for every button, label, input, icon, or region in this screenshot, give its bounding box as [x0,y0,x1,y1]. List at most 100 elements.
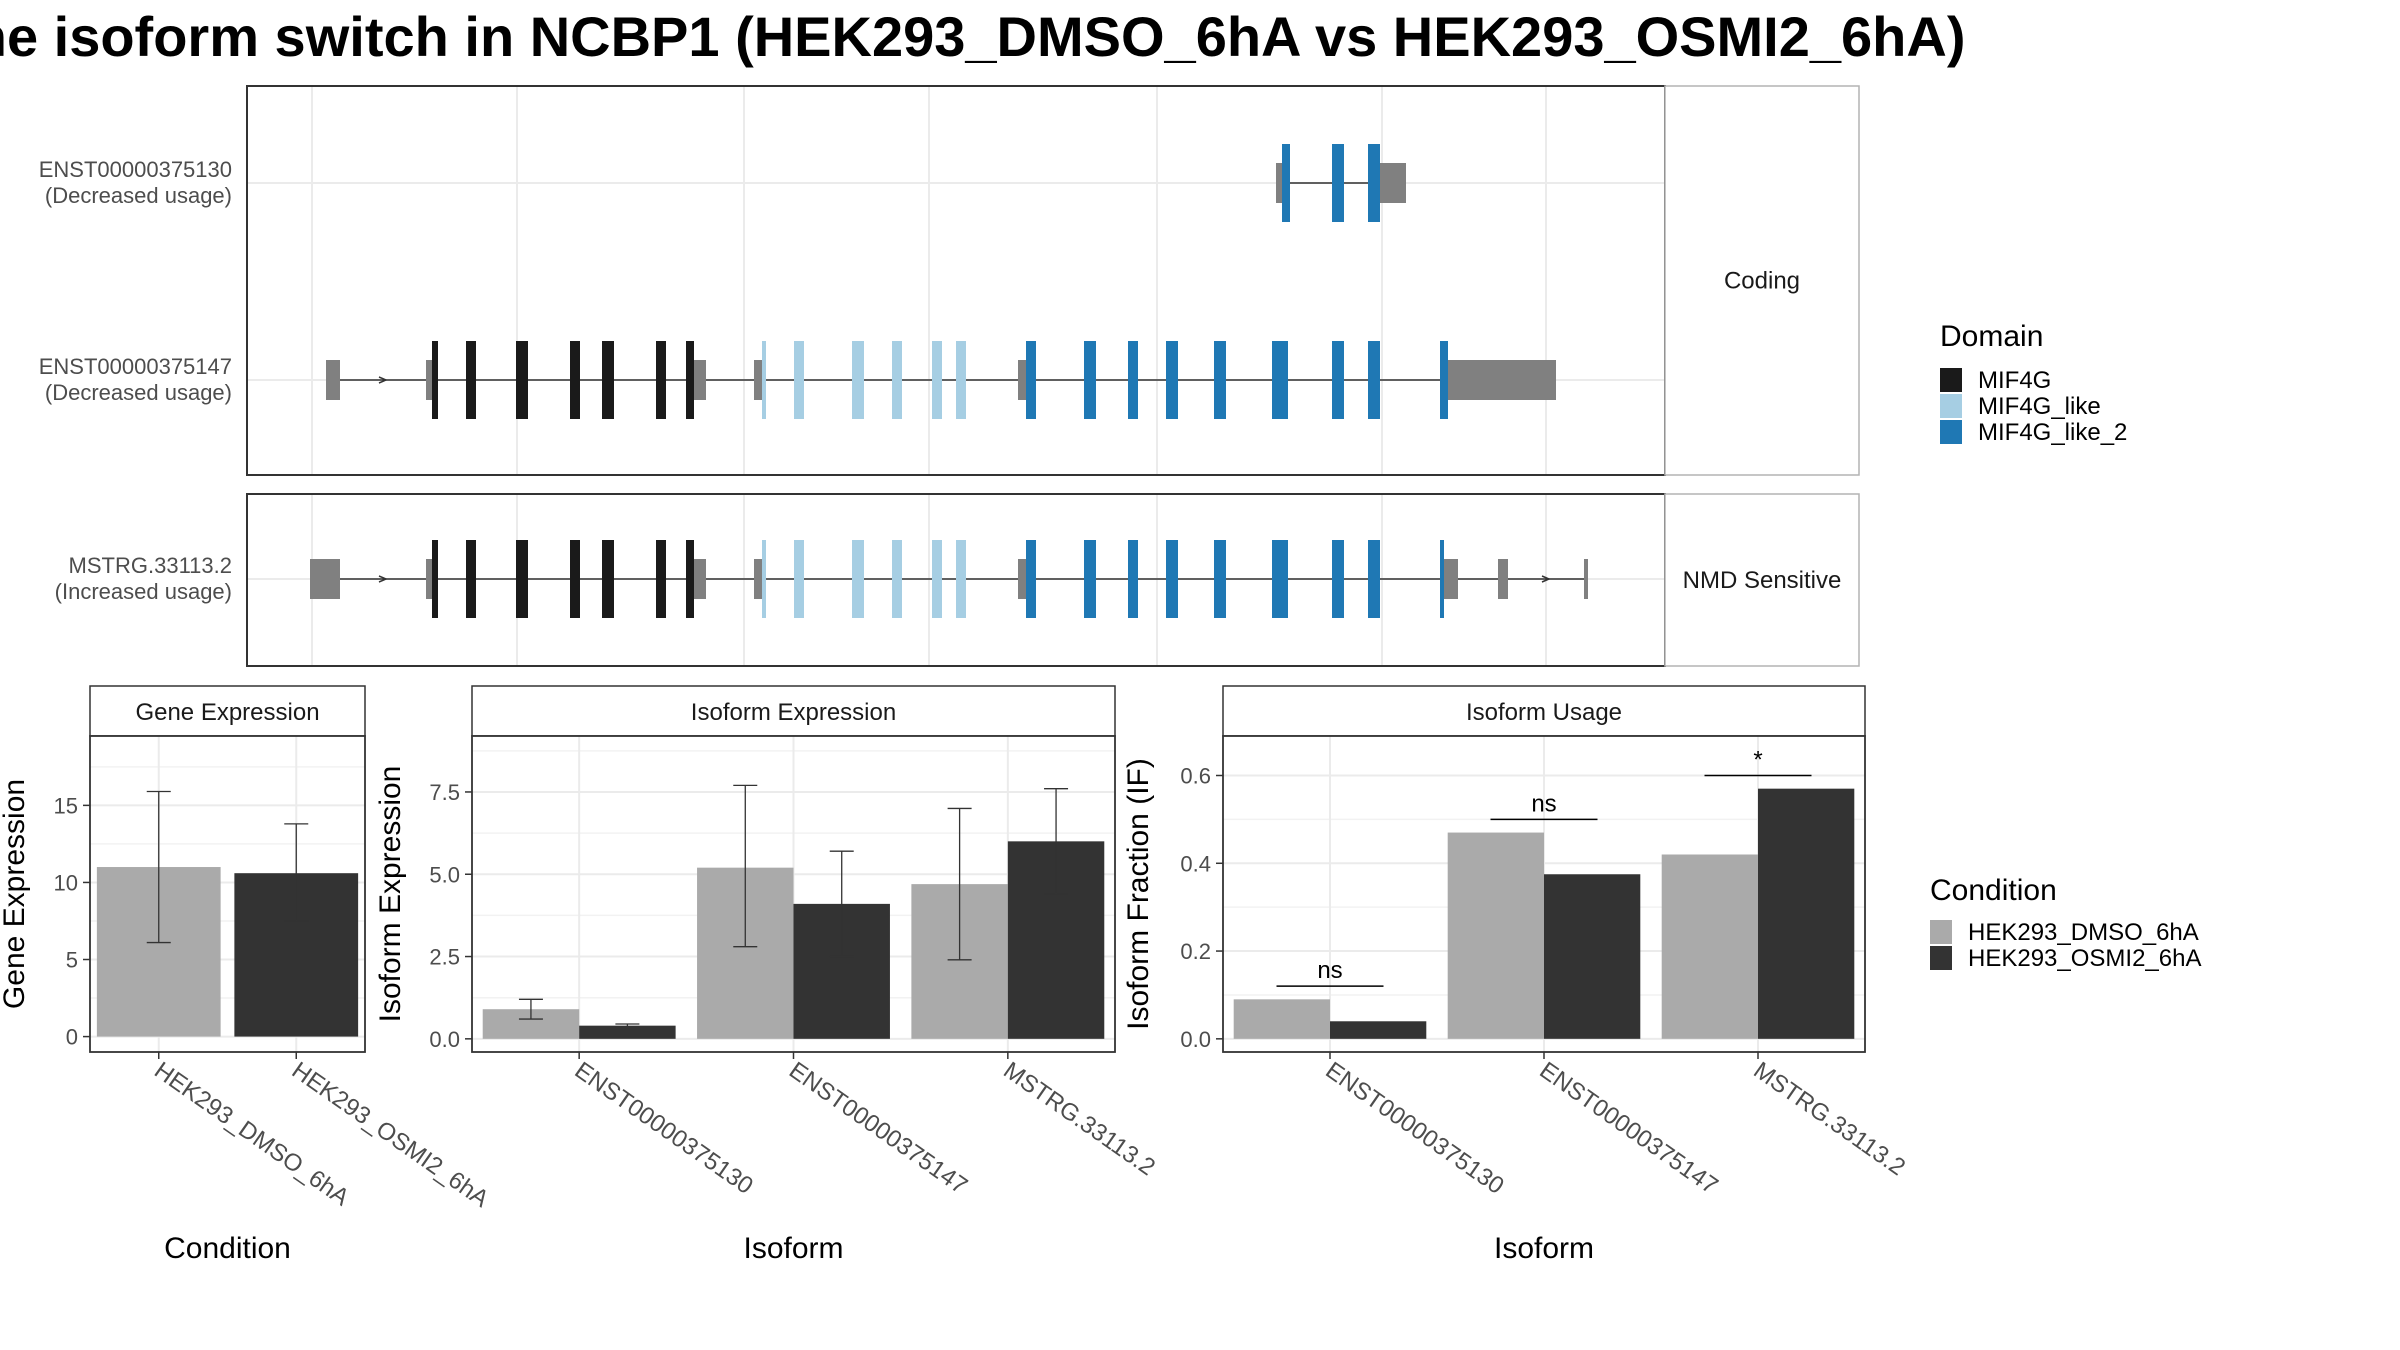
y-tick-label: 0 [66,1025,78,1050]
exon-mif4g [602,540,614,618]
exon-mif4g [432,341,438,419]
condition-legend-key [1930,946,1952,970]
strip-box [1664,493,1860,667]
bar-enst00000375147 [1447,832,1544,1039]
exon-mif4g [602,341,614,419]
exon-mif4g [466,540,476,618]
domain-legend-key [1940,394,1962,418]
x-axis-label: Condition [164,1232,291,1265]
exon-utr [426,360,432,400]
exon-mif4g-like-2 [1214,540,1226,618]
exon-mif4g-like [852,341,864,419]
exon-mif4g-like [932,540,942,618]
exon-utr [336,360,340,400]
bar-mstrg-33113-2 [1758,788,1855,1039]
exon-mif4g-like-2 [1368,540,1380,618]
error-bar [518,998,543,1020]
exon-utr [694,559,706,599]
exon-mif4g-like-2 [1332,540,1344,618]
exon-mif4g-like-2 [1332,144,1344,222]
exon-utr [1018,559,1026,599]
transcript-ENST00000375130: ENST00000375130(Decreased usage) [39,144,1406,222]
exon-mif4g-like [892,540,902,618]
exon-mif4g-like-2 [1128,341,1138,419]
exon-utr [1448,360,1456,400]
exon-utr [754,360,762,400]
error-bar [947,807,972,961]
domain-legend-key [1940,420,1962,444]
exon-mif4g [466,341,476,419]
exon-utr [1380,163,1390,203]
exon-utr [1018,360,1026,400]
exon-utr [336,559,340,599]
error-bar [733,784,758,948]
exon-utr [426,559,432,599]
exon-mif4g-like [956,341,966,419]
exon-mif4g-like-2 [1440,341,1448,419]
exon-mif4g-like [762,341,766,419]
y-tick-label: 7.5 [429,780,460,805]
direction-arrow [378,575,388,583]
y-tick-label: 2.5 [429,945,460,970]
bar-enst00000375130 [579,1025,676,1039]
y-tick-label: 0.0 [429,1027,460,1052]
x-axis-label: Isoform [1494,1232,1594,1265]
figure-title: The isoform switch in NCBP1 (HEK293_DMSO… [0,5,1965,68]
exon-utr [1444,559,1458,599]
panel-title: Isoform Usage [1466,699,1622,726]
transcript-label-id: ENST00000375147 [39,354,232,379]
domain-legend-label: MIF4G_like_2 [1978,419,2127,446]
y-tick-label: 5 [66,948,78,973]
y-tick-label: 5.0 [429,862,460,887]
exon-mif4g-like-2 [1282,144,1290,222]
exon-mif4g-like-2 [1128,540,1138,618]
exon-mif4g-like [794,540,804,618]
exon-utr [1498,559,1508,599]
condition-legend-key [1930,920,1952,944]
y-tick-label: 15 [54,793,78,818]
exon-mif4g [570,341,580,419]
bar-enst00000375130 [1330,1021,1427,1039]
exon-mif4g-like-2 [1166,540,1178,618]
error-bar [146,790,171,944]
direction-arrow [1541,575,1551,583]
exon-mif4g-like [794,341,804,419]
y-axis-label: Isoform Expression [374,766,407,1023]
exon-mif4g-like-2 [1166,341,1178,419]
strip-box [1664,85,1860,476]
error-bar [284,823,309,922]
exon-utr [326,360,336,400]
exon-mif4g-like-2 [1026,341,1036,419]
exon-mif4g [656,341,666,419]
exon-utr [694,360,706,400]
domain-legend-label: MIF4G [1978,367,2051,394]
panel-border [89,735,366,1053]
y-tick-label: 0.4 [1180,851,1211,876]
exon-mif4g-like [956,540,966,618]
transcript-ENST00000375147: ENST00000375147(Decreased usage) [39,341,1556,419]
exon-mif4g-like [932,341,942,419]
transcript-label-id: MSTRG.33113.2 [69,553,232,578]
structure-panel-1: ENST00000375130(Decreased usage)ENST0000… [39,85,1860,476]
exon-mif4g [686,540,694,618]
y-axis-label: Isoform Fraction (IF) [1122,758,1155,1030]
significance-label: * [1753,747,1762,774]
exon-mif4g [432,540,438,618]
exon-utr [1390,163,1406,203]
transcript-label-usage: (Increased usage) [55,579,232,604]
condition-legend-title: Condition [1930,874,2057,907]
exon-utr [1584,559,1588,599]
exon-utr [310,559,336,599]
exon-mif4g-like-2 [1368,144,1380,222]
condition-legend-label: HEK293_DMSO_6hA [1968,919,2199,946]
y-axis-label: Gene Expression [0,779,31,1009]
exon-utr [754,559,762,599]
exon-mif4g-like-2 [1026,540,1036,618]
error-bar [829,850,854,958]
strip-label: NMD Sensitive [1683,567,1842,594]
transcript-structure-plot: ENST00000375130(Decreased usage)ENST0000… [39,85,1860,667]
transcript-label-id: ENST00000375130 [39,157,232,182]
